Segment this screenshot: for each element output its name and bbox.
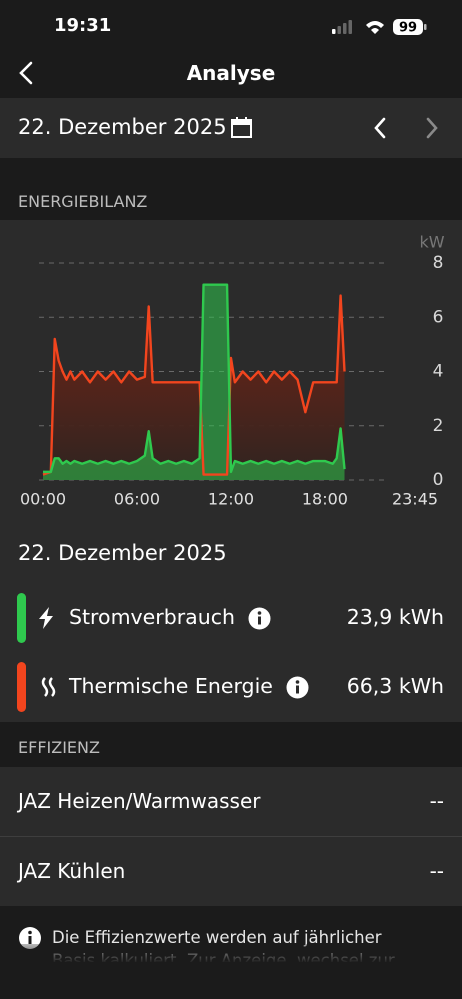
y-tick-label: 6 [433,307,444,327]
back-button[interactable] [14,60,40,86]
info-button[interactable] [286,676,309,699]
legend-total: 66,3 kWh [346,674,444,698]
info-button[interactable] [248,607,271,630]
legend-label: Thermische Energie [69,674,273,698]
row-value: -- [429,859,444,883]
section-label: ENERGIEBILANZ [18,192,148,211]
x-tick-label: 12:00 [208,490,254,509]
row-value: -- [429,789,444,813]
legend-swatch [17,593,26,643]
y-tick-label: 2 [433,416,444,436]
x-tick-label: 00:00 [20,490,66,509]
fade [0,944,462,999]
x-tick-label: 23:45 [392,490,438,509]
legend-swatch [17,662,26,712]
y-unit: kW [419,233,444,252]
y-tick-label: 8 [433,253,444,273]
x-tick-label: 06:00 [114,490,160,509]
status-icons: 99 [332,19,427,36]
legend-icon [36,606,60,630]
separator [0,836,462,837]
series-line [42,294,346,476]
series-line [43,283,346,474]
nav-title: Analyse [186,61,276,85]
prev-day-button[interactable] [370,116,392,140]
date-label: 22. Dezember 2025 [18,115,227,139]
info-icon [19,927,41,949]
chart: 0 2 4 6 8kW 00:00 06:00 12:00 18:00 23:45 [20,233,445,509]
next-day-button[interactable] [422,116,444,140]
y-tick-label: 4 [433,362,444,382]
legend-total: 23,9 kWh [346,605,444,629]
y-tick-label: 0 [433,470,444,490]
battery-level: 99 [399,21,417,36]
section-label: EFFIZIENZ [18,738,100,757]
calendar-button[interactable] [230,116,254,140]
summary-date: 22. Dezember 2025 [18,541,227,565]
legend-label: Stromverbrauch [69,605,235,629]
series-area [43,295,345,480]
status-time: 19:31 [54,15,112,36]
row-label: JAZ Kühlen [18,859,126,883]
row-label: JAZ Heizen/Warmwasser [18,789,261,813]
legend-icon [36,675,60,699]
x-tick-label: 18:00 [302,490,348,509]
